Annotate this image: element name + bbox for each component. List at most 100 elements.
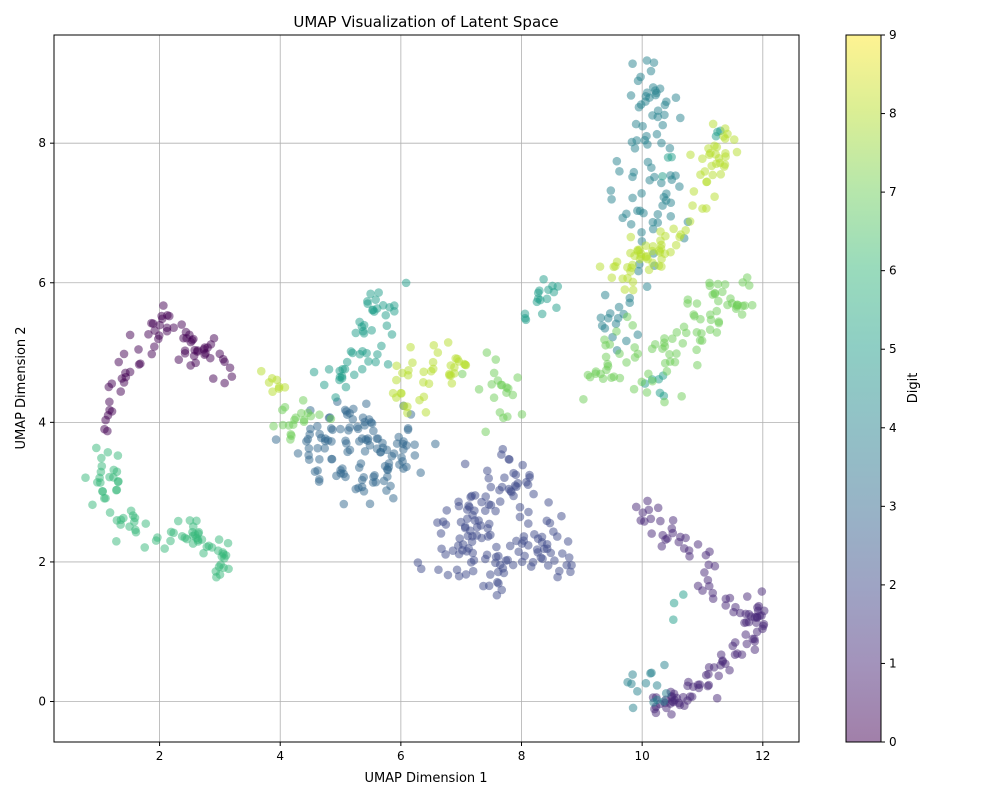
scatter-point-digit-5: [401, 278, 411, 288]
scatter-point-digit-2: [515, 512, 525, 522]
scatter-point-digit-7: [269, 421, 278, 431]
scatter-point-digit-3: [365, 499, 375, 509]
x-axis-ticks: 2 4 6 8 10 12: [156, 742, 770, 763]
scatter-point-digit-0: [185, 330, 194, 340]
scatter-point-digit-1: [643, 496, 652, 506]
scatter-point-digit-1: [714, 671, 724, 681]
scatter-point-digit-1: [725, 593, 735, 603]
scatter-point-digit-4: [657, 178, 666, 188]
scatter-point-digit-7: [298, 396, 308, 405]
scatter-point-digit-4: [643, 140, 652, 149]
scatter-point-digit-0: [134, 345, 143, 354]
scatter-point-digit-7: [284, 421, 294, 430]
scatter-point-digit-7: [642, 388, 652, 397]
scatter-point-digit-2: [437, 544, 446, 554]
scatter-point-digit-1: [721, 601, 731, 610]
scatter-point-digit-2: [524, 519, 533, 528]
scatter-point-digit-2: [486, 500, 496, 510]
scatter-point-digit-8: [609, 262, 619, 272]
scatter-point-digit-8: [671, 240, 681, 250]
scatter-point-digit-6: [216, 560, 225, 569]
scatter-point-digit-2: [555, 566, 564, 576]
scatter-point-digit-2: [463, 514, 472, 523]
scatter-point-digit-1: [752, 627, 762, 637]
scatter-point-digit-1: [716, 650, 726, 659]
scatter-point-digit-2: [492, 542, 501, 552]
scatter-point-digit-4: [641, 678, 651, 688]
scatter-point-digit-0: [116, 387, 126, 396]
scatter-point-digit-1: [750, 645, 760, 654]
scatter-point-digit-7: [714, 296, 723, 306]
scatter-point-digit-0: [169, 323, 179, 332]
scatter-point-digit-3: [354, 483, 363, 493]
scatter-point-digit-7: [622, 312, 632, 322]
scatter-point-digit-7: [474, 385, 484, 394]
scatter-point-digit-4: [637, 227, 646, 237]
scatter-point-digit-3: [320, 443, 330, 453]
scatter-point-digit-4: [597, 321, 607, 330]
scatter-point-digit-3: [369, 426, 378, 436]
x-tick-label: 8: [518, 749, 526, 763]
scatter-point-digit-2: [467, 491, 476, 501]
scatter-point-digit-1: [657, 542, 667, 551]
scatter-point-digit-7: [290, 415, 299, 425]
scatter-point-digit-6: [101, 493, 110, 503]
scatter-point-digit-2: [462, 505, 472, 514]
scatter-point-digit-5: [368, 305, 377, 315]
colorbar-tick-label: 0: [889, 735, 897, 749]
scatter-point-digit-4: [653, 112, 663, 122]
scatter-point-digit-2: [480, 506, 490, 516]
scatter-point-digit-7: [609, 372, 619, 381]
scatter-point-digit-4: [628, 59, 637, 68]
scatter-point-digit-1: [680, 701, 689, 710]
scatter-point-digit-8: [669, 224, 678, 234]
scatter-point-digit-0: [105, 405, 114, 415]
scatter-point-digit-7: [672, 349, 681, 358]
colorbar: [845, 34, 882, 743]
scatter-point-digit-7: [491, 355, 501, 364]
scatter-point-digit-4: [607, 194, 616, 204]
scatter-point-digit-0: [180, 346, 190, 355]
scatter-point-digit-6: [103, 447, 113, 457]
scatter-point-digit-8: [428, 364, 438, 374]
scatter-point-digit-7: [299, 415, 309, 425]
scatter-point-digit-7: [679, 322, 689, 332]
scatter-point-digit-0: [125, 330, 135, 340]
scatter-point-digit-8: [715, 158, 725, 168]
scatter-point-digit-2: [515, 502, 525, 512]
scatter-point-digit-5: [387, 330, 397, 339]
scatter-point-digit-7: [482, 348, 492, 357]
scatter-point-digit-7: [637, 377, 647, 387]
scatter-point-digit-3: [399, 437, 408, 446]
scatter-point-digit-2: [542, 544, 552, 554]
scatter-point-digit-0: [155, 320, 164, 330]
scatter-point-digit-8: [710, 192, 719, 201]
scatter-point-digit-8: [429, 340, 439, 350]
scatter-point-digit-4: [638, 121, 647, 131]
scatter-point-digit-7: [712, 328, 722, 337]
scatter-point-digit-1: [733, 649, 742, 658]
scatter-point-digit-1: [678, 692, 688, 702]
scatter-point-digit-2: [482, 466, 492, 476]
scatter-point-digit-6: [98, 487, 108, 496]
scatter-point-digit-2: [436, 529, 446, 538]
scatter-point-digit-3: [376, 447, 385, 457]
scatter-point-digit-4: [652, 129, 662, 139]
scatter-point-digit-8: [392, 361, 401, 371]
scatter-point-digit-2: [543, 561, 553, 570]
scatter-point-digit-8: [392, 375, 401, 385]
scatter-point-digit-8: [264, 378, 274, 387]
scatter-point-digit-1: [667, 710, 676, 719]
scatter-point-digit-8: [732, 147, 742, 157]
scatter-point-digit-6: [96, 467, 106, 477]
scatter-point-digit-0: [121, 368, 130, 378]
scatter-point-digit-2: [481, 492, 491, 501]
scatter-point-digit-0: [150, 342, 159, 351]
x-tick-label: 6: [397, 749, 405, 763]
scatter-point-digit-5: [335, 375, 344, 385]
scatter-point-digit-2: [416, 564, 426, 574]
scatter-point-digit-3: [310, 467, 320, 476]
scatter-point-digit-8: [700, 167, 710, 176]
scatter-point-digit-2: [460, 523, 470, 533]
